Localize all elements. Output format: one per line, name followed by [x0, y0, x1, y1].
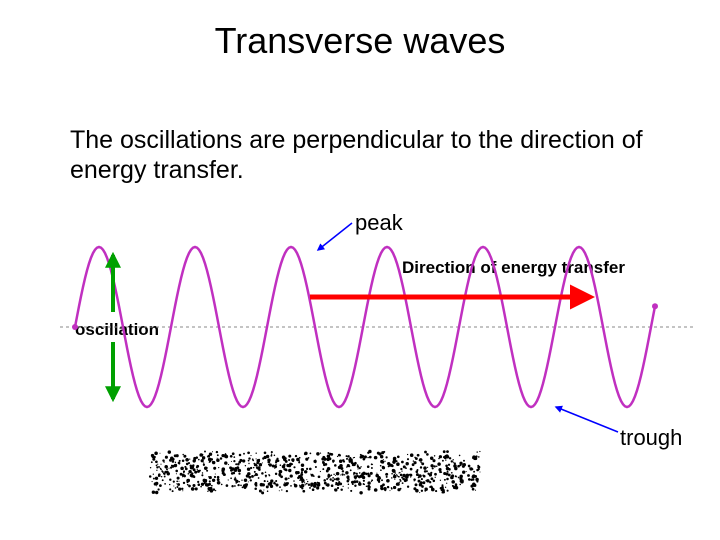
wave-diagram	[0, 0, 720, 540]
peak-pointer	[318, 223, 352, 250]
wave-start-marker	[72, 324, 78, 330]
wave-end-marker	[652, 303, 658, 309]
rope-texture	[149, 450, 481, 495]
trough-pointer	[556, 407, 618, 432]
